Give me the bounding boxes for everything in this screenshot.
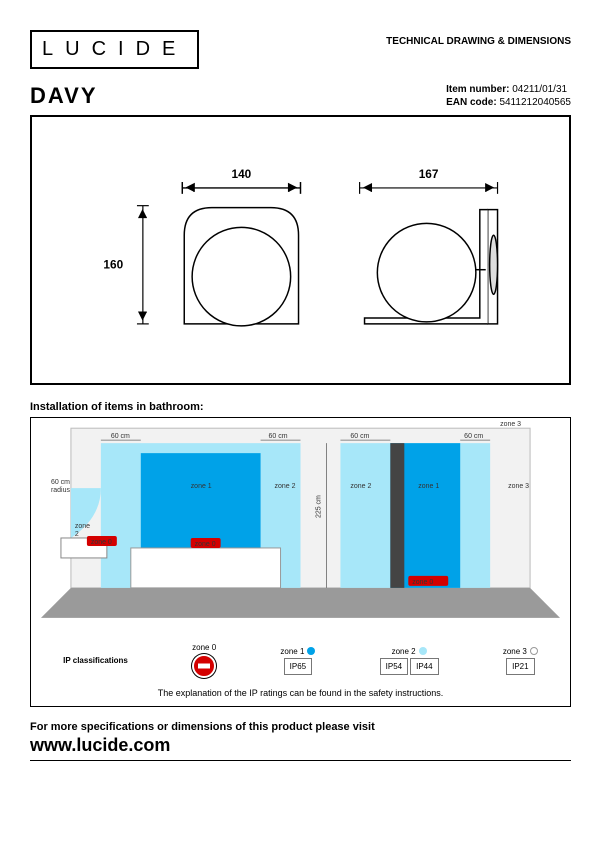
shower-zone1-label: zone 1 xyxy=(418,483,439,490)
bath-zone0-text: zone 0 xyxy=(195,541,216,548)
legend-zone3: zone 3 IP21 xyxy=(503,647,538,675)
sink-zone0-text: zone 0 xyxy=(91,539,112,546)
d60-3: 60 cm xyxy=(350,433,369,440)
zone2-dot xyxy=(419,647,427,655)
technical-drawing-panel: 160 140 167 xyxy=(30,115,571,385)
zone3-top-label: zone 3 xyxy=(500,421,521,428)
h225-label: 225 cm xyxy=(315,495,322,518)
ean-value: 5411212040565 xyxy=(499,97,571,108)
legend-zone2-name: zone 2 xyxy=(392,647,416,656)
d60-4: 60 cm xyxy=(464,433,483,440)
legend-zone2: zone 2 IP54 IP44 xyxy=(380,647,439,675)
legend-zone0-name: zone 0 xyxy=(192,643,216,652)
ip54-box: IP54 xyxy=(380,658,408,675)
brand-logo: LUCIDE xyxy=(30,30,199,69)
legend-zone1: zone 1 IP65 xyxy=(280,647,315,675)
shower-zone2-label: zone 2 xyxy=(350,483,371,490)
ean-label: EAN code: xyxy=(446,97,497,108)
footer-rule xyxy=(30,760,571,761)
side-view xyxy=(365,210,498,324)
legend-zone3-name: zone 3 xyxy=(503,647,527,656)
zone1-dot xyxy=(307,647,315,655)
install-title: Installation of items in bathroom: xyxy=(30,401,571,413)
ip21-box: IP21 xyxy=(506,658,534,675)
shower-door xyxy=(390,443,404,588)
legend-explain: The explanation of the IP ratings can be… xyxy=(31,688,570,698)
footer: For more specifications or dimensions of… xyxy=(30,721,571,761)
ip-classifications-label: IP classifications xyxy=(63,656,128,665)
floor xyxy=(41,588,560,618)
zone3-right-label: zone 3 xyxy=(508,483,529,490)
dim-depth: 167 xyxy=(419,167,439,181)
header-subtitle: TECHNICAL DRAWING & DIMENSIONS xyxy=(386,30,571,47)
bath-zone1-label: zone 1 xyxy=(191,483,212,490)
radius-label: 60 cm xyxy=(51,479,70,486)
legend-zone0: zone 0 xyxy=(192,643,216,678)
shower-zone0-text: zone 0 xyxy=(412,579,433,586)
sink-zone2-label: zone xyxy=(75,523,90,530)
dim-height: 160 xyxy=(103,258,123,272)
dim-width: 140 xyxy=(232,167,252,181)
noentry-icon xyxy=(192,654,216,678)
footer-line1: For more specifications or dimensions of… xyxy=(30,721,571,733)
bathroom-svg: zone 3 60 cm 60 cm zone 1 zone 2 60 cm r… xyxy=(31,418,570,638)
bath-zone2-label: zone 2 xyxy=(275,483,296,490)
technical-drawing-svg: 160 140 167 xyxy=(32,117,569,383)
ip44-box: IP44 xyxy=(410,658,438,675)
radius-label2: radius xyxy=(51,487,70,494)
item-number-label: Item number: xyxy=(446,84,509,95)
bathroom-diagram-panel: zone 3 60 cm 60 cm zone 1 zone 2 60 cm r… xyxy=(30,417,571,707)
item-number-value: 04211/01/31 xyxy=(512,84,567,95)
product-title: DAVY xyxy=(30,83,98,109)
d60-2: 60 cm xyxy=(269,433,288,440)
front-globe xyxy=(192,227,291,326)
d60-1: 60 cm xyxy=(111,433,130,440)
legend-row: IP classifications zone 0 zone 1 IP65 zo… xyxy=(31,643,570,678)
ip65-box: IP65 xyxy=(284,658,312,675)
legend-zone1-name: zone 1 xyxy=(280,647,304,656)
footer-url[interactable]: www.lucide.com xyxy=(30,735,571,756)
sink-zone2-label2: 2 xyxy=(75,531,79,538)
item-info: Item number: 04211/01/31 EAN code: 54112… xyxy=(446,83,571,109)
bathtub xyxy=(131,548,281,588)
zone3-dot xyxy=(530,647,538,655)
